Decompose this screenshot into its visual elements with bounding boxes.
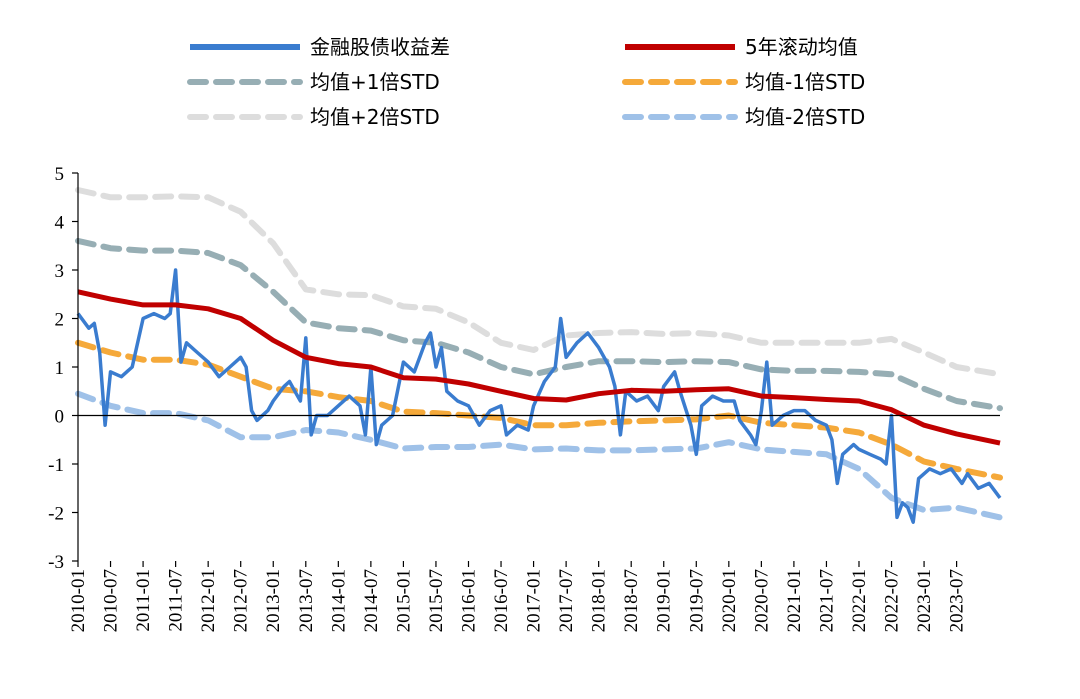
series-line: [77, 289, 1001, 446]
series-line: [75, 187, 1003, 378]
x-tick-label: 2015-07: [426, 569, 447, 632]
y-tick-label: 1: [55, 358, 65, 379]
x-tick-label: 2022-01: [849, 569, 870, 632]
legend-item: 均值+2倍STD: [187, 105, 440, 129]
x-tick-label: 2018-01: [589, 569, 610, 632]
x-tick-label: 2020-07: [751, 569, 772, 632]
x-tick-label: 2011-01: [133, 569, 154, 632]
legend-label: 金融股债收益差: [310, 35, 450, 59]
y-tick-label: -2: [48, 504, 64, 525]
x-tick-label: 2016-01: [458, 569, 479, 632]
legend-label: 5年滚动均值: [745, 35, 858, 59]
series-line: [75, 237, 1003, 412]
legend-label: 均值+2倍STD: [310, 105, 440, 129]
x-tick-label: 2014-01: [328, 569, 349, 632]
x-tick-label: 2019-01: [654, 569, 675, 632]
axes: -3 -2 -1 0 1 2 3 4 5 2010-01 2010-07 2011-01 2011-0…: [48, 164, 1000, 632]
x-tick-label: 2020-01: [719, 569, 740, 632]
x-tick-label: 2016-07: [491, 569, 512, 632]
y-tick-label: 4: [55, 213, 65, 234]
legend-item: 均值-1倍STD: [622, 70, 865, 94]
series-line: [75, 390, 1003, 521]
x-tick-label: 2019-07: [686, 569, 707, 632]
series-line: [76, 268, 1002, 524]
x-tick-label: 2023-07: [947, 569, 968, 632]
y-tick-label: 2: [55, 310, 65, 331]
x-tick-label: 2017-07: [556, 569, 577, 632]
x-tick-label: 2011-07: [166, 569, 187, 632]
y-tick-label: 0: [55, 407, 65, 428]
series-layer: [75, 187, 1003, 524]
x-tick-label: 2012-07: [231, 569, 252, 632]
legend-label: 均值-2倍STD: [745, 105, 865, 129]
y-tick-label: 3: [55, 261, 65, 282]
y-tick-label: 5: [55, 164, 65, 185]
x-tick-label: 2013-01: [263, 569, 284, 632]
series-line: [75, 339, 1003, 481]
x-tick-label: 2018-07: [621, 569, 642, 632]
x-tick-label: 2014-07: [361, 569, 382, 632]
legend-item: 5年滚动均值: [625, 35, 858, 59]
legend-item: 金融股债收益差: [190, 35, 450, 59]
x-ticks: 2010-01 2010-07 2011-01 2011-07 2012-01 2012-…: [68, 561, 968, 632]
x-tick-label: 2021-07: [816, 569, 837, 632]
y-ticks: -3 -2 -1 0 1 2 3 4 5: [48, 164, 78, 573]
x-tick-label: 2013-07: [296, 569, 317, 632]
x-tick-label: 2010-01: [68, 569, 89, 632]
x-tick-label: 2017-01: [524, 569, 545, 632]
y-tick-label: -1: [48, 455, 64, 476]
x-tick-label: 2022-07: [882, 569, 903, 632]
legend-label: 均值+1倍STD: [310, 70, 440, 94]
legend-label: 均值-1倍STD: [745, 70, 865, 94]
x-tick-label: 2012-01: [198, 569, 219, 632]
legend-item: 均值-2倍STD: [622, 105, 865, 129]
x-tick-label: 2015-01: [393, 569, 414, 632]
x-tick-label: 2010-07: [101, 569, 122, 632]
y-tick-label: -3: [48, 552, 64, 573]
x-tick-label: 2021-01: [784, 569, 805, 632]
legend-item: 均值+1倍STD: [187, 70, 440, 94]
x-tick-label: 2023-01: [914, 569, 935, 632]
